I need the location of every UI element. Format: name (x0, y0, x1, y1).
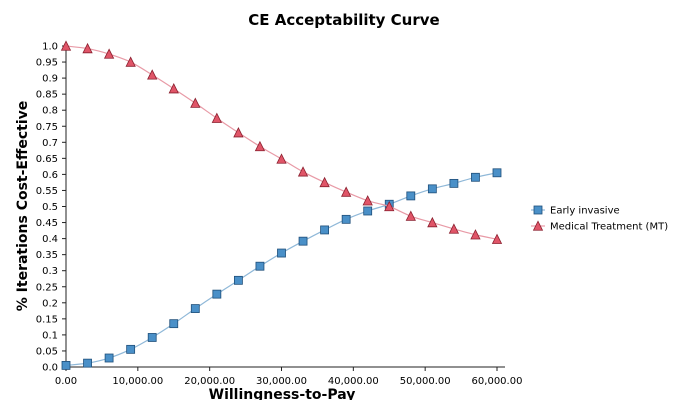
data-point (83, 358, 92, 368)
data-point (190, 97, 201, 108)
y-tick-label: 0.15 (36, 314, 58, 325)
data-point (362, 195, 373, 206)
y-tick-label: 0.7 (42, 138, 58, 149)
y-tick-label: 0.8 (42, 106, 58, 117)
y-tick-label: 0.65 (36, 154, 58, 165)
x-axis-title: Willingness-to-Pay (209, 387, 356, 400)
data-point (125, 56, 136, 67)
y-tick-label: 0.55 (36, 186, 58, 197)
legend-marker (532, 220, 544, 231)
y-tick-label: 1.0 (42, 42, 58, 53)
y-tick-label: 0.05 (36, 346, 58, 357)
data-point (126, 344, 136, 354)
data-point (319, 176, 330, 188)
data-point (211, 112, 222, 123)
data-point (427, 184, 437, 194)
data-point (341, 186, 352, 197)
data-point (277, 248, 286, 258)
data-point (255, 261, 265, 271)
data-point (384, 200, 395, 212)
x-tick-label: 20,000.00 (184, 376, 235, 387)
data-point (212, 289, 222, 299)
legend-marker (533, 205, 543, 215)
y-tick-label: 0.5 (42, 202, 58, 213)
data-point (169, 319, 179, 329)
legend-item: Medical Treatment (MT) (531, 220, 668, 233)
data-point (254, 140, 266, 152)
x-tick-label: 50,000.00 (400, 376, 451, 387)
data-point (104, 353, 114, 363)
data-point (405, 210, 416, 221)
legend: Early invasive Medical Treatment (MT) (531, 206, 668, 233)
y-tick-label: 0.0 (42, 363, 58, 374)
data-point (103, 48, 115, 59)
data-point (82, 42, 93, 54)
data-point (470, 229, 481, 240)
data-point (61, 360, 71, 370)
data-point (168, 83, 179, 94)
y-tick-label: 0.2 (42, 298, 58, 309)
legend-label: Early invasive (550, 206, 620, 217)
data-point (320, 225, 330, 235)
data-point (448, 223, 460, 234)
y-tick-label: 0.45 (36, 218, 58, 229)
y-tick-label: 0.25 (36, 282, 58, 293)
x-tick-label: 0.00 (55, 376, 77, 387)
y-tick-label: 0.1 (42, 330, 58, 341)
data-point (233, 275, 243, 285)
y-tick-label: 0.3 (42, 266, 58, 277)
axes (65, 42, 505, 368)
series-medical-treatment (60, 40, 503, 244)
data-point (233, 127, 244, 138)
series-line (65, 172, 498, 366)
x-tick-label: 10,000.00 (112, 376, 163, 387)
data-point (341, 214, 351, 224)
x-tick-label: 40,000.00 (328, 376, 379, 387)
y-tick-label: 0.6 (42, 170, 58, 181)
series-line (65, 45, 498, 240)
data-point (297, 166, 309, 177)
y-tick-label: 0.4 (42, 234, 58, 245)
data-point (190, 304, 200, 313)
x-tick-label: 30,000.00 (256, 376, 307, 387)
series-layer (60, 40, 503, 370)
data-point (491, 233, 503, 244)
y-ticks: 0.0 0.05 0.1 0.15 0.2 0.25 0.3 0.35 0.4 0.45 0.5 0.… (36, 42, 66, 374)
data-point (363, 206, 373, 216)
data-point (492, 168, 502, 178)
y-tick-label: 0.35 (36, 250, 58, 261)
y-tick-label: 0.9 (42, 74, 58, 85)
data-point (147, 69, 158, 80)
legend-item: Early invasive (531, 206, 620, 217)
series-early-invasive (61, 168, 502, 370)
x-ticks: 0.00 10,000.00 20,000.00 30,000.00 40,000.00… (55, 367, 523, 387)
data-point (471, 172, 480, 182)
y-tick-label: 0.85 (36, 90, 58, 101)
data-point (276, 153, 287, 164)
data-point (298, 236, 308, 246)
y-tick-label: 0.95 (36, 58, 58, 69)
legend-label: Medical Treatment (MT) (550, 222, 668, 233)
y-axis-title: % Iterations Cost-Effective (15, 101, 31, 311)
x-tick-label: 60,000.00 (472, 376, 523, 387)
data-point (147, 333, 157, 342)
data-point (427, 216, 438, 228)
data-point (406, 191, 416, 201)
y-tick-label: 0.75 (36, 122, 58, 133)
data-point (60, 40, 72, 51)
chart-title: CE Acceptability Curve (248, 11, 439, 29)
data-point (449, 178, 459, 188)
